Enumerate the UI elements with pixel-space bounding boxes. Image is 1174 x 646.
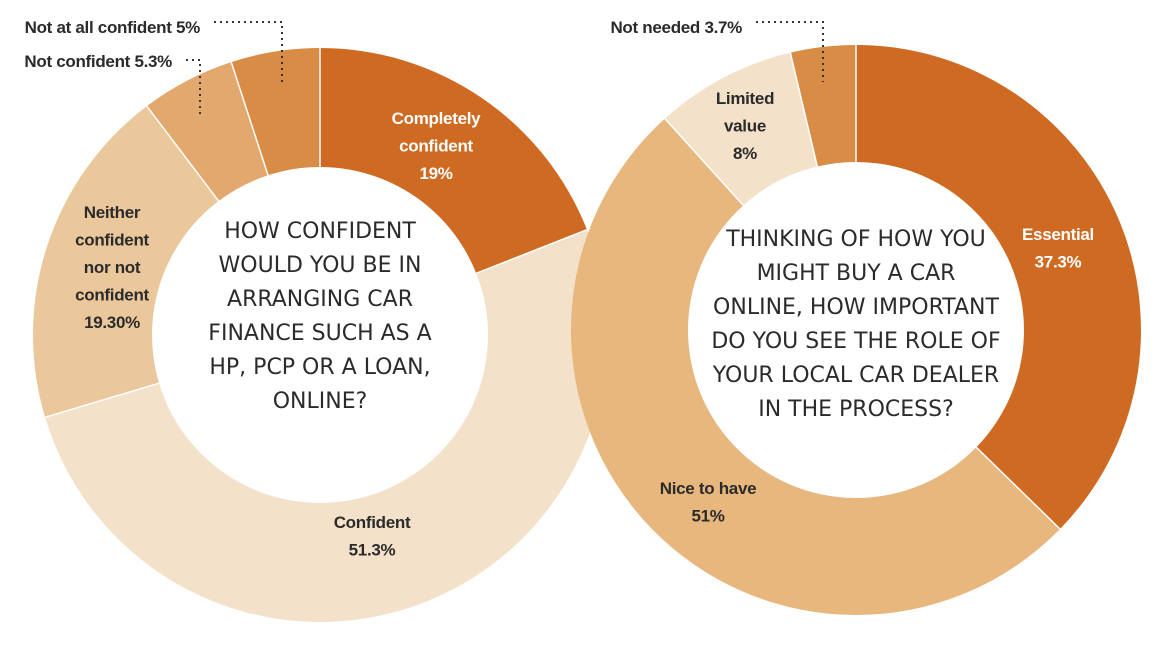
external-label-not-at-all-confident: Not at all confident 5% bbox=[25, 18, 201, 37]
slice-separator bbox=[44, 382, 160, 419]
center-question: HOW CONFIDENT WOULD YOU BE IN ARRANGING CA… bbox=[208, 219, 431, 414]
slice-neither-confident-nor-not-confident bbox=[33, 106, 219, 418]
confidence-donut-chart: Completely confident 19% Confident 51.3% Neit… bbox=[24, 18, 607, 622]
slice-separator bbox=[230, 61, 269, 176]
slice-label-confident: Confident 51.3% bbox=[334, 513, 411, 560]
slice-not-at-all-confident bbox=[231, 48, 320, 176]
slice-nice-to-have bbox=[570, 118, 1061, 616]
slice-essential bbox=[856, 45, 1141, 529]
leader-line-not-at-all-confident bbox=[214, 21, 283, 82]
slice-not-confident bbox=[146, 62, 269, 202]
slice-separator bbox=[664, 118, 744, 206]
external-label-not-needed: Not needed 3.7% bbox=[610, 18, 742, 37]
slice-label-limited-value: Limited value 8% bbox=[716, 89, 774, 163]
slice-separator bbox=[146, 105, 220, 202]
slice-label-nice-to-have: Nice to have 51% bbox=[660, 479, 757, 526]
center-question: THINKING OF HOW YOU MIGHT BUY A CAR ONLINE… bbox=[711, 227, 1000, 422]
leader-line-not-needed bbox=[756, 21, 824, 82]
slice-completely-confident bbox=[320, 48, 587, 274]
slice-separator bbox=[789, 52, 819, 167]
dealer-role-donut-chart: Essential 37.3% Nice to have 51% Limited valu… bbox=[570, 18, 1141, 616]
external-label-not-confident: Not confident 5.3% bbox=[24, 52, 172, 71]
slice-separator bbox=[975, 446, 1061, 530]
leader-line-not-confident bbox=[186, 59, 201, 118]
slice-label-neither-confident-nor-not-confident: Neither confident nor not confident 19.30% bbox=[75, 203, 149, 332]
slice-label-completely-confident: Completely confident 19% bbox=[392, 109, 481, 183]
slice-separator bbox=[476, 228, 588, 275]
slice-confident bbox=[45, 229, 607, 622]
slice-label-essential: Essential 37.3% bbox=[1022, 225, 1094, 272]
slice-limited-value bbox=[664, 52, 818, 206]
slice-not-needed bbox=[790, 45, 856, 167]
